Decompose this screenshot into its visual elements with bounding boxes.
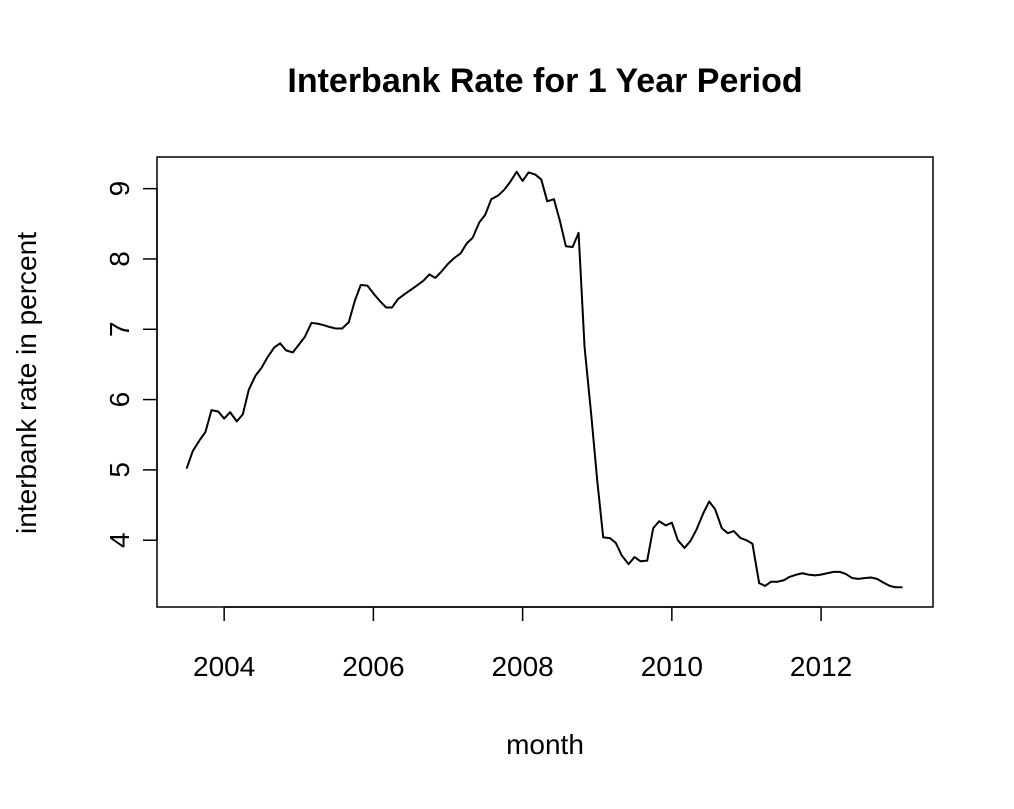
series-layer	[185, 170, 903, 589]
x-tick-label: 2006	[342, 651, 404, 682]
y-tick-label: 4	[104, 532, 135, 548]
x-tick-label: 2008	[491, 651, 553, 682]
x-tick-label: 2010	[641, 651, 703, 682]
y-axis-label: interbank rate in percent	[11, 232, 42, 534]
y-tick-label: 9	[104, 181, 135, 197]
y-tick-label: 5	[104, 462, 135, 478]
x-axis-label: month	[506, 729, 584, 760]
x-axis: 2004 2006 2008 2010 2012	[193, 606, 852, 682]
chart-title: Interbank Rate for 1 Year Period	[287, 62, 802, 100]
y-tick-label: 6	[104, 392, 135, 408]
x-tick-label: 2012	[790, 651, 852, 682]
series-line-0	[185, 170, 903, 589]
y-axis: 4 5 6 7 8 9	[104, 181, 158, 548]
y-tick-label: 8	[104, 251, 135, 267]
y-tick-label: 7	[104, 321, 135, 337]
x-tick-label: 2004	[193, 651, 255, 682]
plot-frame	[156, 156, 934, 608]
